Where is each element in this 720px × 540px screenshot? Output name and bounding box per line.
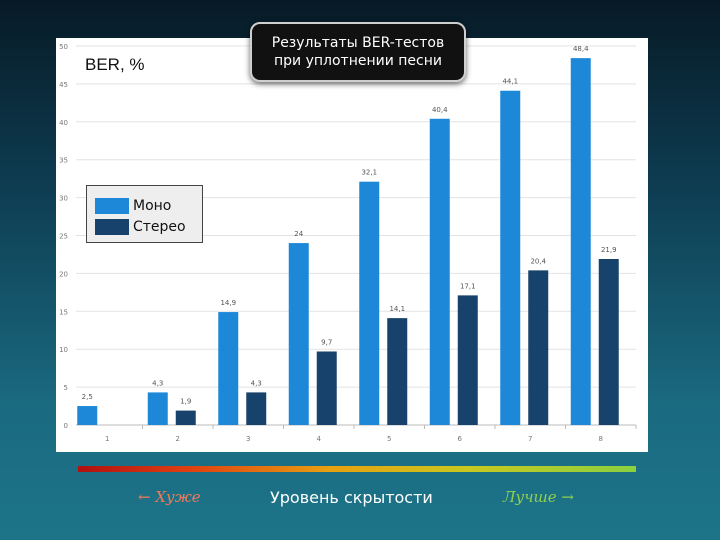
bar-mono (147, 392, 168, 425)
legend-swatch-stereo (95, 219, 129, 235)
bar-mono (218, 312, 239, 425)
data-label-mono: 44,1 (502, 78, 518, 86)
bar-stereo (316, 351, 337, 425)
bar-mono (429, 118, 450, 425)
bar-mono (500, 90, 521, 426)
data-label-mono: 40,4 (432, 106, 448, 114)
bar-stereo (528, 270, 549, 425)
bar-mono (288, 243, 309, 425)
y-axis-label: BER, % (85, 55, 145, 74)
x-tick-label: 4 (317, 435, 322, 443)
data-label-stereo: 14,1 (389, 305, 405, 313)
bar-stereo (598, 258, 619, 425)
x-tick-label: 6 (458, 435, 463, 443)
x-tick-label: 3 (246, 435, 250, 443)
y-tick-label: 5 (64, 384, 68, 392)
y-tick-label: 50 (59, 43, 68, 51)
y-tick-label: 40 (59, 119, 68, 127)
data-label-stereo: 17,1 (460, 282, 476, 290)
data-label-mono: 48,4 (573, 45, 589, 53)
data-label-stereo: 4,3 (251, 379, 262, 387)
data-label-mono: 4,3 (152, 379, 163, 387)
worse-label: ← Хуже (138, 488, 201, 506)
better-label: Лучше → (503, 488, 574, 506)
bar-mono (77, 406, 98, 425)
data-label-stereo: 9,7 (321, 338, 332, 346)
data-label-mono: 32,1 (361, 169, 377, 177)
y-tick-label: 10 (59, 346, 68, 354)
bar-stereo (246, 392, 267, 425)
x-tick-label: 5 (387, 435, 391, 443)
chart-legend: Моно Стерео (86, 185, 203, 243)
legend-item-stereo: Стерео (95, 219, 186, 235)
bar-stereo (175, 410, 196, 425)
legend-label-stereo: Стерео (133, 219, 186, 235)
y-tick-label: 15 (59, 308, 68, 316)
y-tick-label: 30 (59, 195, 68, 203)
bar-chart: 0510152025303540455012,524,31,9314,94,34… (59, 43, 637, 443)
x-tick-label: 8 (599, 435, 603, 443)
data-label-mono: 24 (294, 230, 303, 238)
x-tick-label: 7 (528, 435, 532, 443)
data-label-mono: 2,5 (82, 393, 93, 401)
y-tick-label: 25 (59, 233, 68, 241)
bar-stereo (387, 318, 408, 425)
y-tick-label: 35 (59, 157, 68, 165)
legend-swatch-mono (95, 198, 129, 214)
chart-panel: 0 5 10 15 20 25 30 35 40 45 50 1 2,5 2 4,3 1,9 3 14,9 4,3 4… (56, 38, 648, 452)
x-tick-label: 2 (176, 435, 180, 443)
chart-title-line-1: Результаты BER-тестов (271, 35, 445, 51)
data-label-mono: 14,9 (220, 299, 236, 307)
data-label-stereo: 21,9 (601, 246, 617, 254)
data-label-stereo: 1,9 (180, 398, 191, 406)
y-tick-label: 0 (64, 422, 68, 430)
hiding-level-label: Уровень скрытости (270, 488, 433, 507)
y-tick-label: 45 (59, 81, 68, 89)
chart-title-line-2: при уплотнении песни (274, 53, 442, 69)
bar-mono (570, 58, 591, 426)
x-tick-label: 1 (105, 435, 109, 443)
bar-mono (359, 181, 380, 425)
bar-stereo (457, 295, 478, 425)
legend-label-mono: Моно (133, 198, 172, 214)
chart-title-box: Результаты BER-тестов при уплотнении пес… (250, 22, 466, 82)
legend-item-mono: Моно (95, 198, 171, 214)
hiding-level-gradient-bar (78, 466, 636, 472)
data-label-stereo: 20,4 (530, 257, 546, 265)
y-tick-label: 20 (59, 270, 68, 278)
